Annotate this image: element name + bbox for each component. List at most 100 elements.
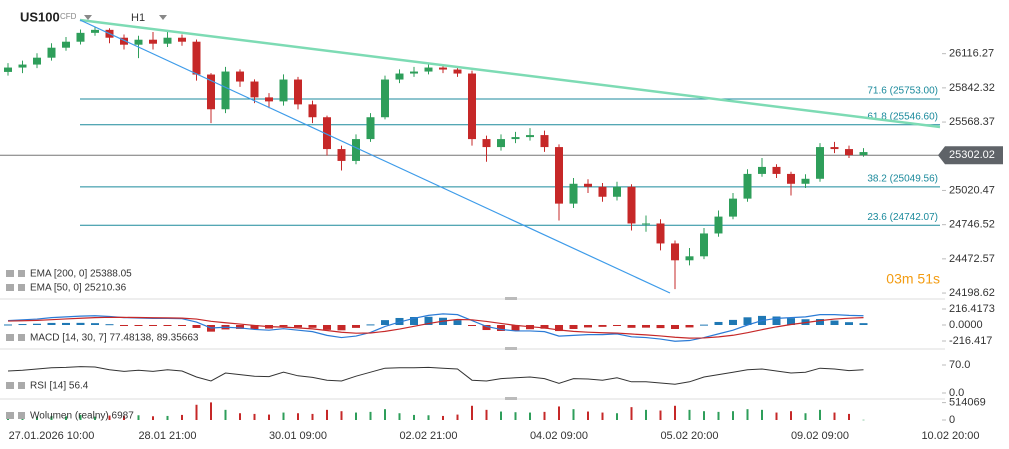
- candle-body: [540, 135, 549, 148]
- volume-bar: [181, 414, 183, 420]
- histogram-bar: [569, 324, 578, 329]
- volume-bar: [485, 409, 488, 420]
- candle-body: [613, 186, 621, 197]
- candle-body: [221, 71, 230, 110]
- candle-body: [787, 173, 795, 184]
- histogram-bar: [192, 324, 201, 328]
- resize-handle[interactable]: [505, 347, 517, 350]
- candle-body: [656, 223, 665, 244]
- histogram-bar: [163, 324, 172, 326]
- histogram-bar: [236, 324, 244, 329]
- histogram-bar: [830, 320, 839, 325]
- histogram-bar: [685, 324, 694, 328]
- price-badge: [938, 146, 1003, 165]
- trend-line[interactable]: [79, 19, 671, 294]
- timeframe[interactable]: H1: [131, 12, 145, 24]
- resize-handle[interactable]: [505, 397, 517, 400]
- candle-body: [337, 149, 346, 161]
- histogram-bar: [700, 324, 708, 326]
- y-tick-label: 24198.62: [949, 287, 995, 299]
- volume-bar: [746, 409, 749, 420]
- histogram-bar: [627, 324, 636, 328]
- candle-body: [279, 79, 288, 102]
- indicator-legend[interactable]: MACD [14, 30, 7] 77.48138, 89.35663: [30, 333, 199, 344]
- histogram-bar: [76, 322, 85, 325]
- volume-bar: [529, 412, 531, 420]
- candle-body: [207, 74, 215, 110]
- histogram-bar: [337, 324, 346, 331]
- volume-bar: [514, 412, 517, 420]
- volume-bar: [630, 407, 633, 420]
- volume-bar: [355, 412, 357, 420]
- volume-bar: [688, 409, 691, 420]
- histogram-bar: [787, 318, 795, 325]
- candle-body: [308, 104, 317, 118]
- volume-bar: [79, 414, 82, 420]
- y-tick-label: 25842.32: [949, 82, 995, 94]
- volume-bar: [297, 413, 299, 420]
- candle-body: [4, 67, 12, 72]
- histogram-bar: [33, 323, 41, 325]
- volume-bar: [311, 413, 314, 420]
- candle-body: [700, 233, 708, 257]
- x-tick-label: 04.02 09:00: [530, 430, 588, 442]
- histogram-bar: [845, 322, 853, 325]
- candle-body: [134, 39, 143, 45]
- candle-body: [453, 69, 462, 74]
- volume-bar: [558, 406, 560, 420]
- volume-bar: [427, 415, 430, 420]
- indicator-legend[interactable]: EMA [50, 0] 25210.36: [30, 283, 127, 294]
- volume-bar: [384, 409, 386, 420]
- dropdown-arrow[interactable]: [84, 15, 92, 20]
- y-tick-label: 25568.37: [949, 116, 995, 128]
- legend-icons: [6, 270, 25, 419]
- histogram-bar: [323, 324, 331, 330]
- indicator-legend[interactable]: EMA [200, 0] 25388.05: [30, 269, 132, 280]
- volume-bar: [659, 410, 662, 420]
- candle-body: [163, 37, 172, 44]
- resize-handle[interactable]: [505, 297, 517, 300]
- volume-bar: [819, 409, 821, 420]
- candle-body: [816, 147, 824, 179]
- histogram-bar: [308, 324, 317, 328]
- histogram-bar: [410, 317, 418, 325]
- histogram-bar: [859, 323, 868, 325]
- histogram-bar: [134, 324, 143, 326]
- candle-body: [381, 79, 389, 118]
- volume-bar: [224, 409, 227, 420]
- candle-body: [149, 39, 157, 44]
- volume-bar: [50, 415, 53, 420]
- histogram-bar: [453, 320, 462, 325]
- candle-body: [729, 198, 737, 217]
- indicator-legend[interactable]: Wolumen (realny) 6987: [30, 411, 134, 422]
- volume-bar: [601, 412, 604, 420]
- trend-line[interactable]: [79, 18, 941, 129]
- candle-body: [555, 147, 563, 204]
- volume-bar: [166, 415, 169, 420]
- histogram-bar: [613, 324, 621, 326]
- fibonacci-label: 23.6 (24742.07): [867, 212, 938, 223]
- volume-bar: [775, 412, 778, 420]
- volume-bar: [732, 411, 734, 420]
- dropdown-arrow[interactable]: [159, 15, 167, 20]
- candle-body: [526, 135, 534, 138]
- histogram-bar: [381, 320, 389, 325]
- candle-body: [178, 37, 186, 42]
- y-tick-label: 0: [949, 414, 955, 426]
- histogram-bar: [642, 324, 650, 328]
- symbol[interactable]: US100: [20, 9, 60, 24]
- volume-bar: [195, 404, 198, 420]
- x-tick-label: 27.01.2026 10:00: [9, 430, 95, 442]
- y-tick-label: 70.0: [949, 359, 970, 371]
- x-tick-label: 30.01 09:00: [269, 430, 327, 442]
- candle-body: [511, 137, 520, 140]
- histogram-bar: [555, 324, 563, 332]
- volume-bar: [833, 412, 836, 420]
- histogram-bar: [62, 322, 70, 325]
- histogram-bar: [816, 319, 824, 325]
- indicator-legend[interactable]: RSI [14] 56.4: [30, 381, 89, 392]
- volume-bar: [862, 419, 865, 421]
- volume-bar: [65, 416, 67, 420]
- volume-bar: [543, 411, 546, 420]
